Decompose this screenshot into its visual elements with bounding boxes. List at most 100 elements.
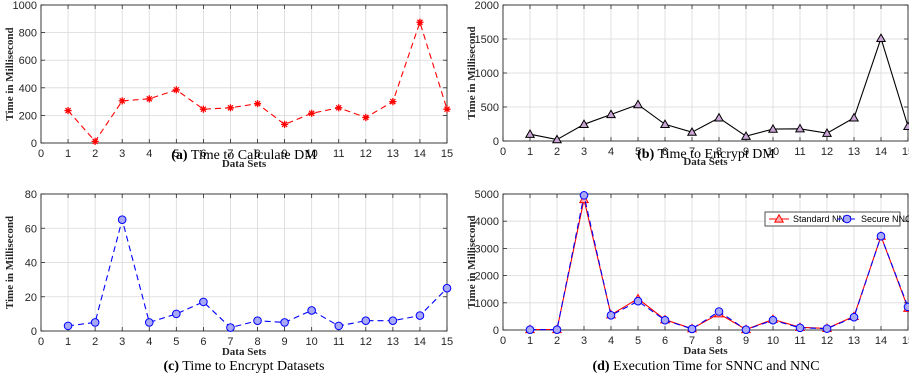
data-point (145, 95, 153, 103)
x-tick-label: 13 (848, 146, 860, 158)
data-point (741, 325, 751, 335)
caption-label: (b) (637, 147, 654, 162)
legend-label: Standard NNC (793, 214, 852, 224)
x-tick-label: 1 (65, 148, 71, 160)
x-tick-label: 6 (200, 148, 206, 160)
y-tick-label: 80 (25, 189, 37, 201)
y-tick-label: 200 (19, 110, 37, 122)
data-point (524, 128, 536, 138)
x-tick-label: 13 (387, 148, 399, 160)
data-point (442, 283, 452, 293)
legend: Standard NNC Secure NNC (764, 211, 909, 227)
x-tick-label: 2 (554, 335, 560, 347)
data-point (361, 316, 371, 326)
x-tick-label: 0 (38, 336, 44, 348)
legend-item: Standard NNC (769, 213, 852, 224)
chart-caption: (a) Time to Calculate DM (171, 148, 317, 163)
y-tick-label: 0 (31, 326, 37, 338)
data-point (713, 112, 725, 122)
x-axis-label: Data Sets (683, 345, 728, 357)
x-tick-label: 5 (173, 148, 179, 160)
data-point (172, 309, 181, 319)
y-tick-label: 0 (31, 138, 37, 150)
data-point (687, 324, 697, 334)
y-tick-label: 1000 (475, 68, 499, 80)
data-point (253, 316, 262, 326)
x-tick-label: 6 (662, 146, 668, 158)
data-point (848, 112, 860, 122)
data-point (768, 315, 778, 325)
x-tick-label: 11 (794, 335, 805, 347)
x-tick-label: 12 (821, 335, 833, 347)
data-point (794, 123, 806, 133)
data-point (362, 113, 370, 122)
y-tick-label: 40 (25, 258, 37, 270)
x-tick-label: 1 (527, 335, 533, 347)
data-point (307, 306, 316, 315)
x-tick-label: 13 (387, 336, 399, 348)
x-tick-label: 11 (333, 148, 344, 160)
data-point (226, 104, 235, 112)
x-tick-label: 14 (414, 336, 426, 348)
legend-item: Secure NNC (837, 214, 909, 224)
series-1 (63, 215, 452, 332)
data-point (388, 316, 398, 326)
data-point (415, 311, 425, 320)
data-point (90, 318, 100, 327)
x-tick-label: 4 (146, 148, 152, 160)
data-point (416, 18, 424, 26)
y-axis-label: Time in Millisecond (4, 216, 16, 309)
x-tick-label: 9 (282, 336, 288, 348)
data-point (578, 119, 590, 128)
x-tick-label: 6 (200, 336, 206, 348)
x-tick-label: 7 (227, 336, 233, 348)
x-tick-label: 15 (441, 336, 453, 348)
data-point (606, 311, 616, 320)
x-tick-label: 8 (254, 148, 260, 160)
x-tick-label: 7 (689, 335, 695, 347)
y-tick-label: 0 (493, 136, 499, 148)
data-point (822, 324, 832, 333)
data-point (334, 321, 344, 331)
x-axis-label: Data Sets (222, 346, 267, 358)
data-point (605, 109, 617, 119)
y-tick-label: 400 (19, 83, 37, 95)
data-point (876, 231, 886, 241)
chart-caption: (c) Time to Encrypt Datasets (164, 359, 325, 374)
x-tick-label: 4 (146, 336, 152, 348)
chart-4: 0123456789101112131415010002000300040005… (466, 189, 909, 374)
chart-caption: (d) Execution Time for SNNC and NNC (592, 359, 819, 374)
chart-1: 0 1 2 3 4 5 6 7 8 9 10 11 12 13 14 1502004006008001000D… (4, 0, 453, 170)
plot-area (41, 5, 447, 143)
x-tick-label: 10 (306, 336, 318, 348)
data-point (199, 297, 208, 307)
x-tick-label: 8 (254, 336, 260, 348)
caption-label: (d) (592, 359, 609, 374)
caption-text: Time to Calculate DM (191, 148, 317, 163)
y-tick-label: 0 (493, 325, 499, 337)
legend-marker (842, 214, 852, 224)
x-tick-label: 14 (875, 146, 887, 158)
caption-text: Time to Encrypt Datasets (182, 359, 324, 374)
x-tick-label: 5 (635, 146, 641, 158)
chart-2: 01234567891011121314150500100015002000Da… (466, 0, 909, 168)
x-tick-label: 3 (119, 148, 125, 160)
x-tick-label: 5 (173, 336, 179, 348)
x-tick-label: 3 (119, 336, 125, 348)
x-tick-label: 10 (306, 148, 318, 160)
x-axis-label: Data Sets (683, 156, 728, 168)
data-point (875, 33, 887, 42)
x-tick-label: 15 (902, 335, 909, 347)
x-tick-label: 11 (794, 146, 805, 158)
y-tick-label: 20 (25, 292, 37, 304)
y-tick-label: 2000 (475, 271, 499, 283)
x-tick-label: 12 (821, 146, 833, 158)
x-tick-label: 10 (767, 335, 779, 347)
data-point (660, 315, 670, 325)
data-point (849, 312, 859, 322)
data-point (903, 302, 909, 312)
x-tick-label: 6 (662, 335, 668, 347)
y-tick-label: 4000 (475, 216, 499, 228)
